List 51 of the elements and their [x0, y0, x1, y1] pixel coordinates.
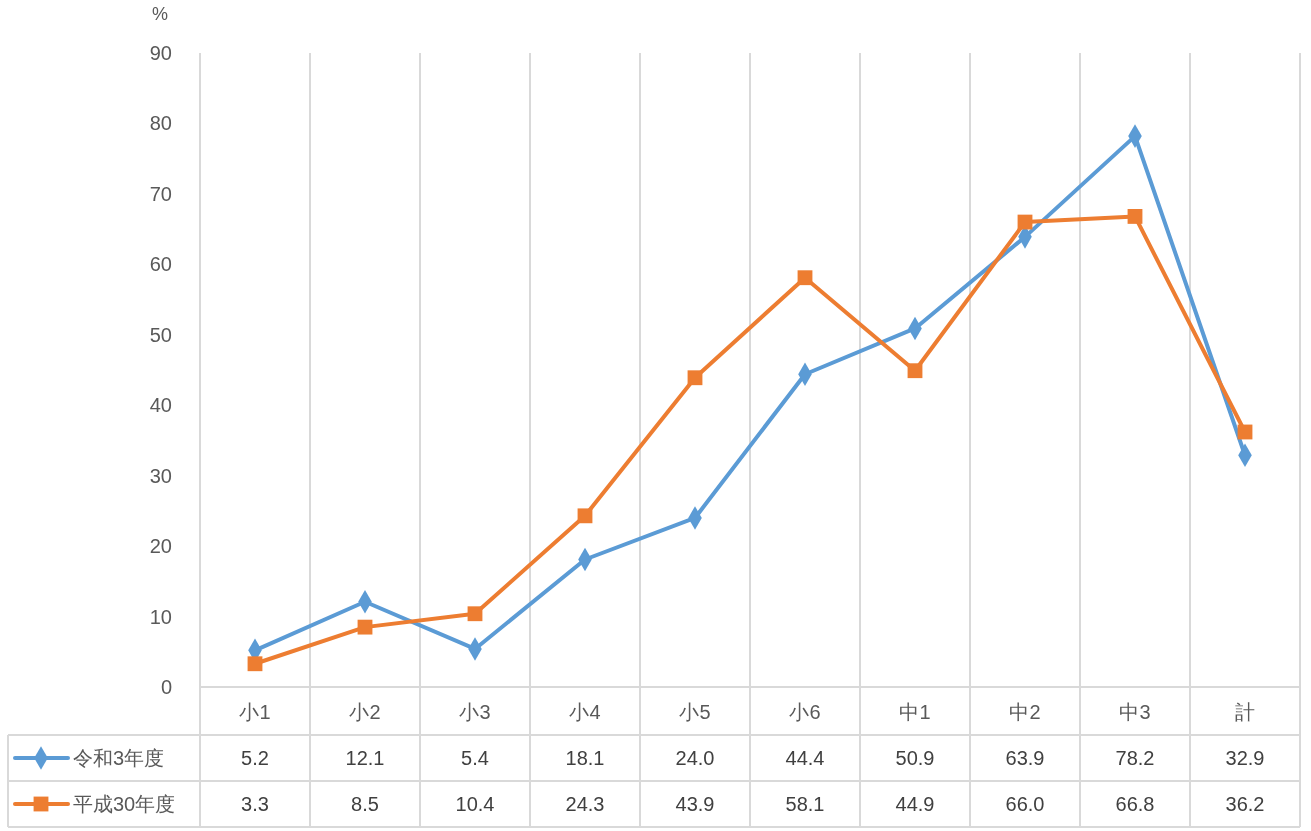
data-label: 66.0: [1005, 793, 1045, 815]
data-label: 78.2: [1115, 747, 1155, 769]
x-tick-label: 中1: [899, 701, 931, 723]
y-tick-label: 70: [149, 182, 172, 205]
data-label: 32.9: [1225, 747, 1265, 769]
data-label: 50.9: [895, 747, 935, 769]
y-tick-label: 60: [149, 253, 172, 276]
data-label: 44.9: [895, 793, 935, 815]
data-label: 63.9: [1005, 747, 1045, 769]
data-label: 24.0: [675, 747, 715, 769]
y-tick-label: 20: [149, 535, 172, 558]
y-tick-label: 40: [149, 394, 172, 417]
x-tick-label: 小1: [239, 701, 271, 723]
data-label: 10.4: [455, 793, 495, 815]
y-tick-label: 50: [149, 323, 172, 346]
data-label: 66.8: [1115, 793, 1155, 815]
legend-label: 平成30年度: [73, 793, 176, 815]
data-label: 12.1: [345, 747, 385, 769]
data-label: 58.1: [785, 793, 825, 815]
data-label: 24.3: [565, 793, 605, 815]
point: [1127, 209, 1143, 224]
data-label: 5.2: [241, 747, 269, 769]
x-tick-label: 中2: [1009, 701, 1041, 723]
y-tick-label: 0: [160, 676, 172, 698]
x-tick-label: 小5: [679, 701, 711, 723]
point: [467, 606, 483, 622]
y-tick-label: 10: [149, 605, 172, 628]
x-tick-label: 小4: [569, 701, 601, 723]
y-tick-label: 30: [149, 464, 172, 487]
point: [687, 370, 703, 386]
data-label: 36.2: [1225, 793, 1265, 815]
x-tick-label: 小6: [789, 701, 821, 723]
y-axis-title: %: [151, 4, 169, 24]
point: [357, 619, 373, 635]
y-tick-label: 90: [149, 42, 172, 64]
data-label: 3.3: [241, 793, 269, 815]
point: [577, 508, 593, 524]
data-label: 8.5: [351, 793, 379, 815]
point: [797, 270, 813, 286]
data-label: 44.4: [785, 747, 825, 769]
point: [907, 363, 923, 379]
data-label: 43.9: [675, 793, 715, 815]
y-tick-label: 80: [149, 112, 172, 135]
x-tick-label: 計: [1235, 701, 1255, 723]
x-tick-label: 小3: [459, 701, 491, 723]
point: [247, 656, 263, 672]
legend-label: 令和3年度: [73, 747, 165, 769]
x-tick-label: 中3: [1119, 701, 1151, 723]
data-label: 18.1: [565, 747, 605, 769]
x-tick-label: 小2: [349, 701, 381, 723]
data-label: 5.4: [461, 747, 489, 769]
